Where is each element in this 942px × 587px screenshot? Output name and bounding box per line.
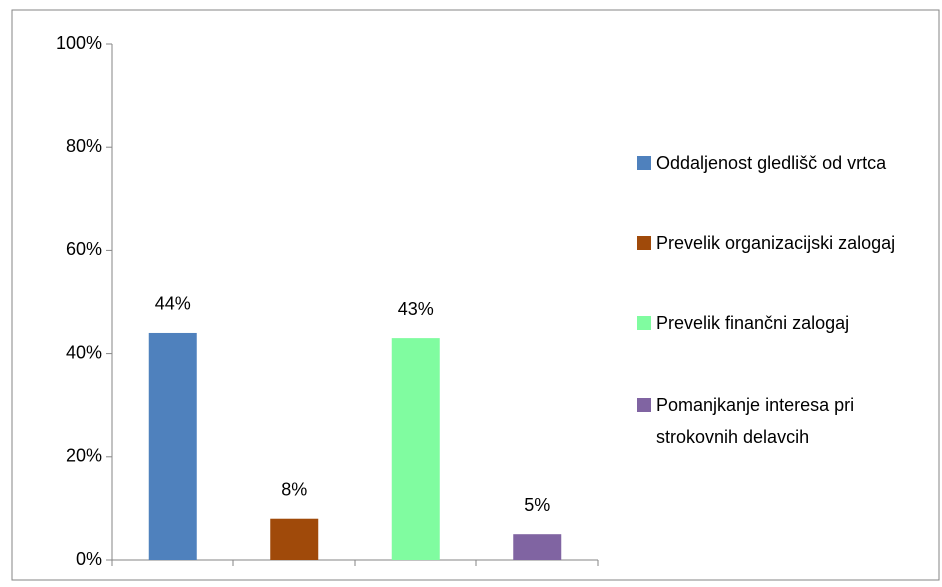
- bar: [391, 338, 440, 560]
- legend-item: Oddaljenost gledlišč od vrtca: [656, 153, 887, 173]
- legend-label: Prevelik finančni zalogaj: [656, 313, 850, 333]
- y-tick-label: 80%: [66, 136, 102, 156]
- y-tick-label: 20%: [66, 446, 102, 466]
- y-tick-label: 100%: [56, 33, 102, 53]
- legend-item: Prevelik finančni zalogaj: [656, 313, 850, 333]
- bar: [270, 518, 319, 560]
- y-tick-label: 40%: [66, 342, 102, 362]
- data-label: 5%: [524, 495, 550, 515]
- data-label: 8%: [281, 479, 307, 499]
- legend-item: Pomanjkanje interesa pri strokovnih dela…: [656, 395, 855, 447]
- legend-swatch: [637, 398, 651, 412]
- legend-label: Pomanjkanje interesa pri strokovnih dela…: [656, 395, 855, 447]
- legend-swatch: [637, 316, 651, 330]
- data-label: 43%: [398, 299, 434, 319]
- legend-item: Prevelik organizacijski zalogaj: [656, 233, 896, 253]
- legend-label: Oddaljenost gledlišč od vrtca: [656, 153, 887, 173]
- x-separators: [232, 560, 599, 566]
- legend-swatch: [637, 236, 651, 250]
- legend-label: Prevelik organizacijski zalogaj: [656, 233, 896, 253]
- data-label: 44%: [155, 294, 191, 314]
- y-tick-label: 60%: [66, 239, 102, 259]
- bar: [148, 332, 197, 560]
- legend-swatch: [637, 156, 651, 170]
- bar: [513, 534, 562, 560]
- y-tick-label: 0%: [76, 549, 102, 569]
